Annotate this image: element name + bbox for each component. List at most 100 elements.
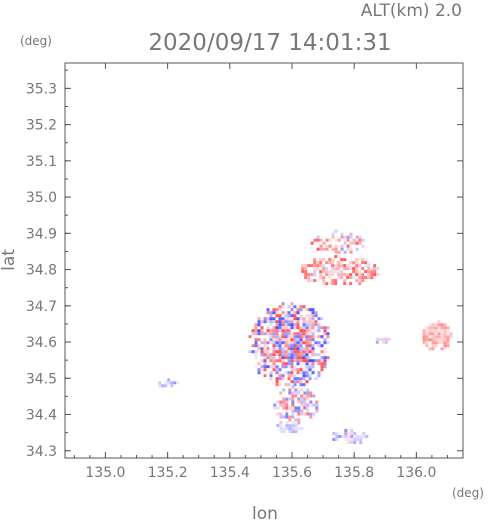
radar-cell <box>269 341 273 345</box>
radar-cell <box>266 317 270 321</box>
radar-cell <box>319 273 323 277</box>
radar-cell <box>302 377 306 381</box>
radar-cell <box>311 347 315 351</box>
radar-cell <box>310 264 314 268</box>
radar-cell <box>428 335 432 339</box>
radar-cell <box>428 332 432 336</box>
radar-cell <box>344 432 348 435</box>
radar-cell <box>263 356 267 360</box>
radar-cell <box>428 338 432 342</box>
radar-cell <box>367 261 371 265</box>
radar-cell <box>313 273 317 277</box>
radar-cell <box>334 238 338 242</box>
radar-cell <box>319 261 323 265</box>
radar-cell <box>328 238 332 242</box>
radar-cell <box>431 347 435 351</box>
radar-cell <box>302 341 306 345</box>
radar-cell <box>315 406 319 410</box>
radar-cell <box>281 359 285 363</box>
radar-cell <box>281 350 285 354</box>
radar-cell <box>287 362 291 366</box>
radar-cell <box>440 338 444 342</box>
radar-cell <box>364 270 368 274</box>
radar-cell <box>431 335 435 339</box>
radar-cell <box>443 329 447 333</box>
radar-cell <box>287 383 291 387</box>
radar-cell <box>428 329 432 333</box>
radar-cell <box>437 326 441 330</box>
radar-cell <box>331 247 335 251</box>
radar-cell <box>437 335 441 339</box>
radar-cell <box>299 305 303 309</box>
radar-cell <box>299 326 303 330</box>
radar-cell <box>367 276 371 280</box>
radar-cell <box>290 335 294 339</box>
radar-cell <box>323 347 327 351</box>
radar-cell <box>294 388 298 392</box>
radar-cell <box>284 353 288 357</box>
radar-cell <box>323 359 327 363</box>
radar-cell <box>373 276 377 280</box>
radar-cell <box>362 432 366 435</box>
radar-cell <box>434 335 438 339</box>
radar-cell <box>326 326 330 330</box>
radar-cell <box>367 267 371 271</box>
radar-cell <box>272 320 276 324</box>
radar-cell <box>313 270 317 274</box>
radar-cell <box>275 335 279 339</box>
radar-cell <box>272 347 276 351</box>
radar-cell <box>278 371 282 375</box>
radar-cell <box>311 326 315 330</box>
radar-cell <box>263 317 267 321</box>
radar-cell <box>361 273 365 277</box>
radar-cell <box>290 347 294 351</box>
radar-cell <box>335 435 339 438</box>
radar-cell <box>326 335 330 339</box>
radar-cell <box>322 276 326 280</box>
radar-cell <box>340 273 344 277</box>
radar-cell <box>296 377 300 381</box>
radar-cell <box>307 279 311 283</box>
radar-cell <box>281 365 285 369</box>
radar-cell <box>282 427 286 431</box>
radar-cell <box>281 326 285 330</box>
radar-cell <box>313 238 317 242</box>
radar-cell <box>290 308 294 312</box>
radar-cell <box>322 279 326 283</box>
radar-cell <box>293 359 297 363</box>
radar-cell <box>302 332 306 336</box>
radar-cell <box>290 359 294 363</box>
radar-cell <box>317 371 321 375</box>
radar-cell <box>303 394 307 398</box>
radar-cell <box>266 347 270 351</box>
radar-cell <box>302 383 306 387</box>
radar-cell <box>340 264 344 268</box>
radar-cell <box>291 403 295 407</box>
radar-cell <box>425 341 429 345</box>
radar-cell <box>437 341 441 345</box>
x-tick-label: 135.6 <box>272 465 312 481</box>
radar-cell <box>317 317 321 321</box>
radar-cell <box>263 359 267 363</box>
y-axis-label: lat <box>0 249 19 271</box>
radar-cell <box>275 320 279 324</box>
radar-cell <box>326 332 330 336</box>
radar-cell <box>275 383 279 387</box>
radar-cell <box>361 276 365 280</box>
radar-cell <box>269 338 273 342</box>
radar-cell <box>291 412 295 416</box>
x-tick-label: 135.2 <box>148 465 188 481</box>
radar-cell <box>300 394 304 398</box>
radar-cell <box>443 341 447 345</box>
radar-cell <box>331 232 335 236</box>
radar-cell <box>275 311 279 315</box>
radar-cell <box>332 438 336 441</box>
radar-cell <box>349 276 353 280</box>
radar-cell <box>269 356 273 360</box>
y-tick-label: 35.2 <box>26 118 57 134</box>
radar-cell <box>350 438 354 441</box>
radar-cell <box>278 383 282 387</box>
radar-cell <box>293 311 297 315</box>
radar-cell <box>305 326 309 330</box>
radar-cell <box>346 267 350 271</box>
